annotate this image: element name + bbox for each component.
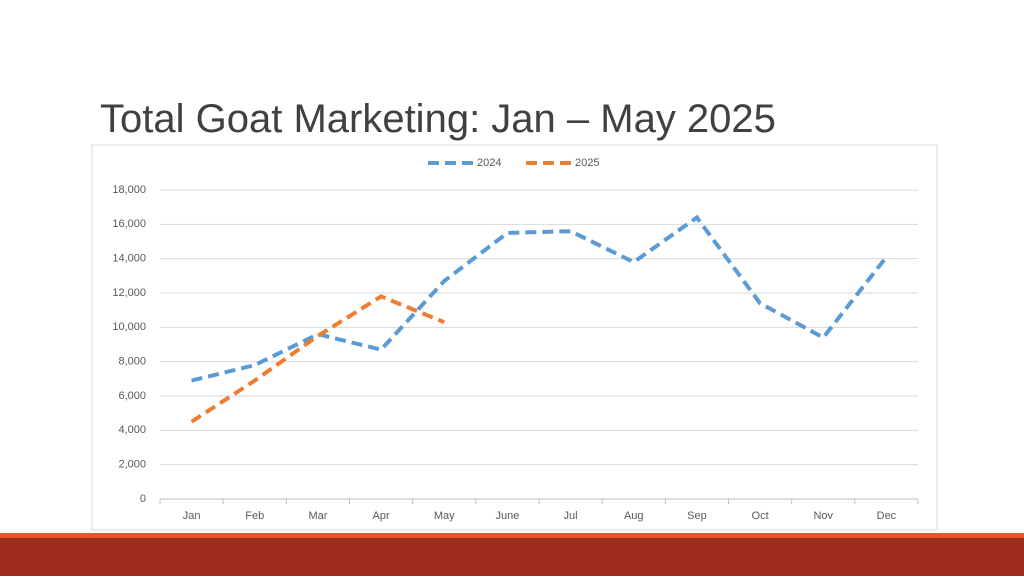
y-tick-label: 0 (140, 493, 146, 505)
x-tick-label: Sep (687, 510, 707, 522)
x-tick-label: May (434, 510, 455, 522)
y-tick-label: 4,000 (118, 424, 146, 436)
x-tick-label: Nov (813, 510, 833, 522)
y-tick-label: 12,000 (112, 287, 146, 299)
x-tick-label: Mar (308, 510, 327, 522)
y-tick-label: 8,000 (118, 356, 146, 368)
y-tick-label: 6,000 (118, 390, 146, 402)
x-tick-label: Oct (752, 510, 769, 522)
footer-band (0, 538, 1024, 576)
x-tick-label: June (495, 510, 519, 522)
x-tick-label: Feb (245, 510, 264, 522)
footer-stripe (0, 533, 1024, 538)
y-tick-label: 10,000 (112, 321, 146, 333)
x-tick-label: Jan (183, 510, 201, 522)
y-tick-label: 14,000 (112, 253, 146, 265)
x-tick-label: Aug (624, 510, 644, 522)
x-tick-label: Dec (877, 510, 897, 522)
legend-label: 2025 (575, 157, 599, 169)
slide-title: Total Goat Marketing: Jan – May 2025 (100, 97, 776, 141)
x-tick-label: Apr (373, 510, 390, 522)
legend-label: 2024 (477, 157, 501, 169)
y-tick-label: 16,000 (112, 218, 146, 230)
series-line (191, 214, 888, 383)
chart-frame (91, 144, 938, 531)
y-tick-label: 2,000 (118, 459, 146, 471)
x-tick-label: Jul (564, 510, 578, 522)
y-tick-label: 18,000 (112, 184, 146, 196)
